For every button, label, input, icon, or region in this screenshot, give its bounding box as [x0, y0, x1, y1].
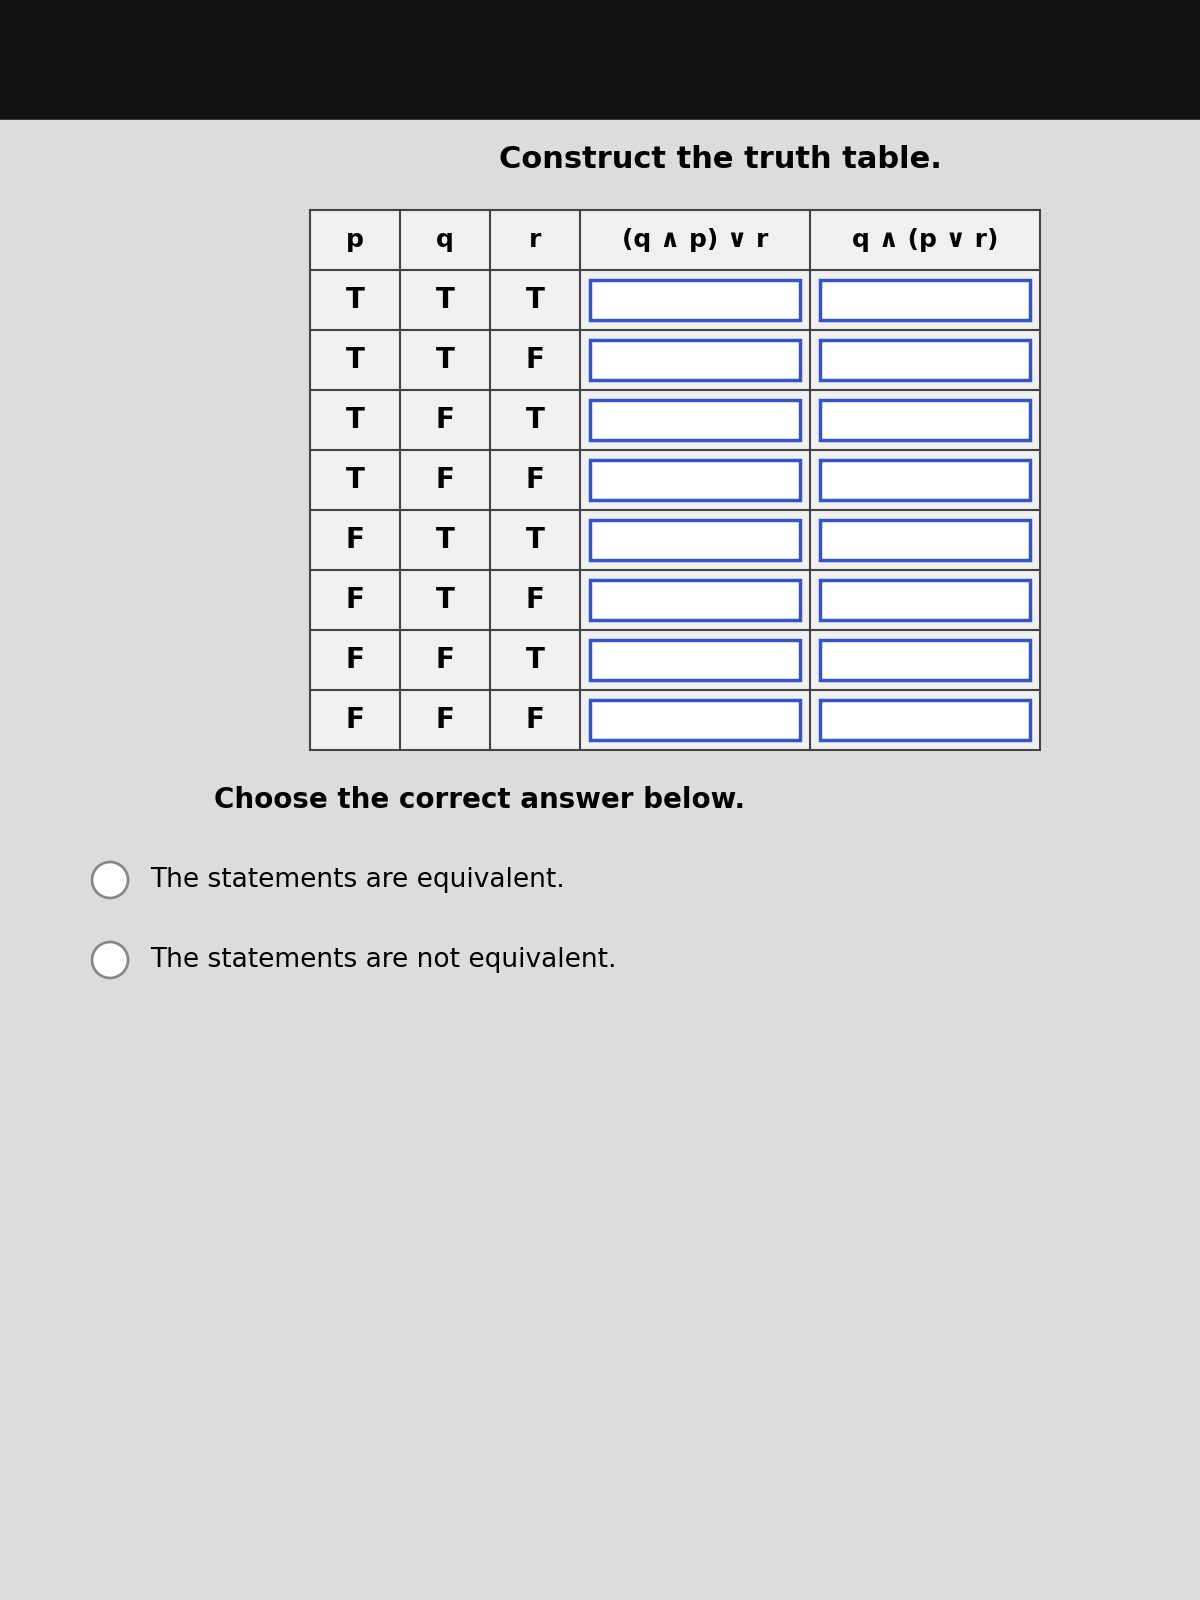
Bar — [590, 400, 800, 440]
Text: F: F — [526, 706, 545, 734]
Text: The statements are not equivalent.: The statements are not equivalent. — [150, 947, 617, 973]
Bar — [0, 0, 1200, 120]
Text: T: T — [526, 406, 545, 434]
Text: T: T — [526, 526, 545, 554]
Text: F: F — [346, 706, 365, 734]
Text: F: F — [526, 586, 545, 614]
Text: T: T — [436, 586, 455, 614]
Text: Choose the correct answer below.: Choose the correct answer below. — [215, 786, 745, 814]
Bar — [590, 341, 800, 379]
Bar — [820, 701, 1030, 739]
Text: T: T — [436, 286, 455, 314]
Bar — [820, 579, 1030, 619]
Text: F: F — [436, 406, 455, 434]
Circle shape — [92, 862, 128, 898]
Bar — [820, 280, 1030, 320]
Text: r: r — [529, 227, 541, 251]
Text: F: F — [346, 586, 365, 614]
Text: F: F — [346, 646, 365, 674]
Bar — [590, 640, 800, 680]
Text: T: T — [346, 466, 365, 494]
Text: F: F — [436, 646, 455, 674]
Bar — [820, 640, 1030, 680]
Text: T: T — [346, 346, 365, 374]
Bar — [590, 461, 800, 499]
Text: F: F — [346, 526, 365, 554]
Text: T: T — [436, 526, 455, 554]
Text: Construct the truth table.: Construct the truth table. — [498, 146, 942, 174]
Text: T: T — [436, 346, 455, 374]
Bar — [820, 461, 1030, 499]
Text: T: T — [526, 286, 545, 314]
Text: F: F — [526, 346, 545, 374]
Text: T: T — [346, 406, 365, 434]
Text: T: T — [346, 286, 365, 314]
Circle shape — [92, 942, 128, 978]
Bar — [590, 579, 800, 619]
Text: (q ∧ p) ∨ r: (q ∧ p) ∨ r — [622, 227, 768, 251]
Bar — [590, 280, 800, 320]
Bar — [310, 210, 1040, 750]
Text: T: T — [526, 646, 545, 674]
Text: F: F — [436, 466, 455, 494]
Text: The statements are equivalent.: The statements are equivalent. — [150, 867, 565, 893]
Bar — [820, 341, 1030, 379]
Bar — [820, 520, 1030, 560]
Bar — [590, 520, 800, 560]
Text: q ∧ (p ∨ r): q ∧ (p ∨ r) — [852, 227, 998, 251]
Bar — [590, 701, 800, 739]
Text: F: F — [436, 706, 455, 734]
Text: F: F — [526, 466, 545, 494]
Text: q: q — [436, 227, 454, 251]
Bar — [820, 400, 1030, 440]
Text: p: p — [346, 227, 364, 251]
